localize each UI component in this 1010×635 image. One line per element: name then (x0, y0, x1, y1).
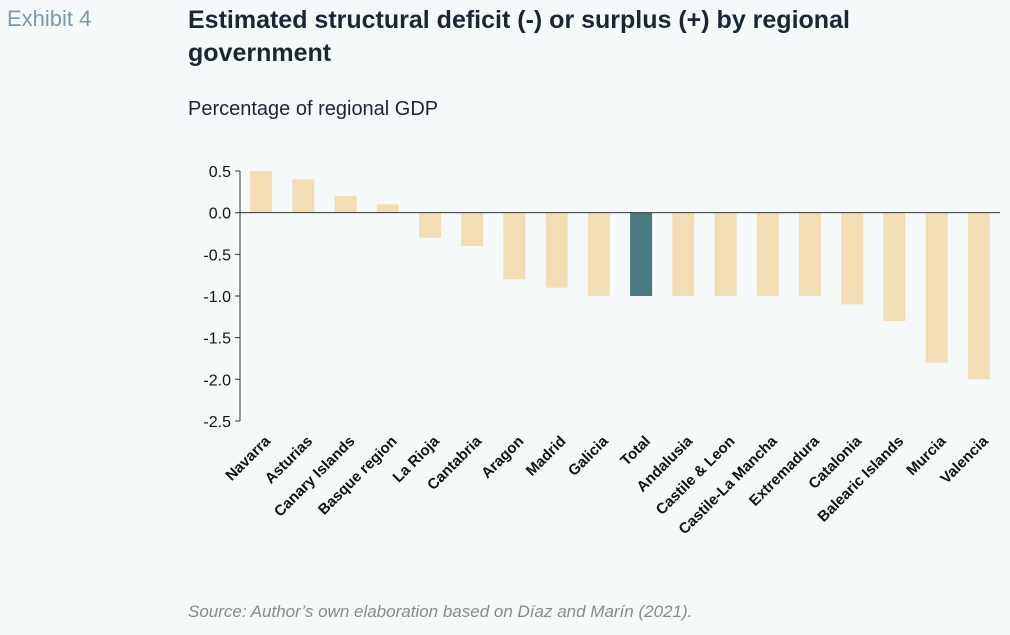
bar-la-rioja (419, 212, 441, 238)
x-category-label: Total (617, 433, 654, 470)
bar-asturias (292, 179, 315, 213)
chart-subtitle: Percentage of regional GDP (188, 98, 439, 120)
bar-valencia (967, 212, 990, 380)
bar-galicia (587, 212, 610, 296)
x-category-label: Galicia (565, 432, 612, 479)
bars (250, 171, 990, 380)
x-category-label: Aragon (478, 433, 527, 482)
y-tick-label: -1.5 (203, 331, 231, 348)
y-tick-label: -2.0 (203, 372, 231, 389)
y-tick-label: -2.5 (203, 414, 231, 431)
source-note: Source: Author’s own elaboration based o… (188, 602, 693, 621)
x-category-label: Valencia (937, 432, 992, 487)
bar-extremadura (799, 212, 821, 296)
bar-andalusia (672, 212, 695, 296)
bar-murcia (925, 212, 948, 363)
bar-aragon (503, 212, 526, 280)
exhibit-label: Exhibit 4 (7, 6, 92, 31)
x-category-label: Madrid (523, 433, 570, 480)
bar-navarra (250, 171, 273, 213)
bar-catalonia (841, 212, 864, 305)
x-category-label: Basque region (315, 433, 401, 519)
bar-madrid (545, 212, 568, 288)
bar-castile-leon (714, 212, 737, 296)
bar-canary-islands (334, 196, 357, 213)
y-tick-label: -0.5 (203, 247, 231, 264)
y-tick-label: 0.0 (209, 206, 231, 223)
chart-title: Estimated structural deficit (-) or surp… (188, 6, 850, 67)
y-tick-label: 0.5 (209, 164, 231, 181)
bar-chart: 0.5 0.0 -0.5 -1.0 -1.5 -2.0 -2.5 NavarraAsturi… (203, 164, 1000, 538)
bar-basque-region (376, 204, 399, 213)
bar-cantabria (461, 212, 484, 246)
y-tick-label: -1.0 (203, 289, 231, 306)
bar-balearic-islands (883, 212, 906, 321)
bar-castile-la-mancha (756, 212, 779, 296)
y-axis: 0.5 0.0 -0.5 -1.0 -1.5 -2.0 -2.5 (203, 164, 241, 431)
bar-total (630, 212, 653, 296)
